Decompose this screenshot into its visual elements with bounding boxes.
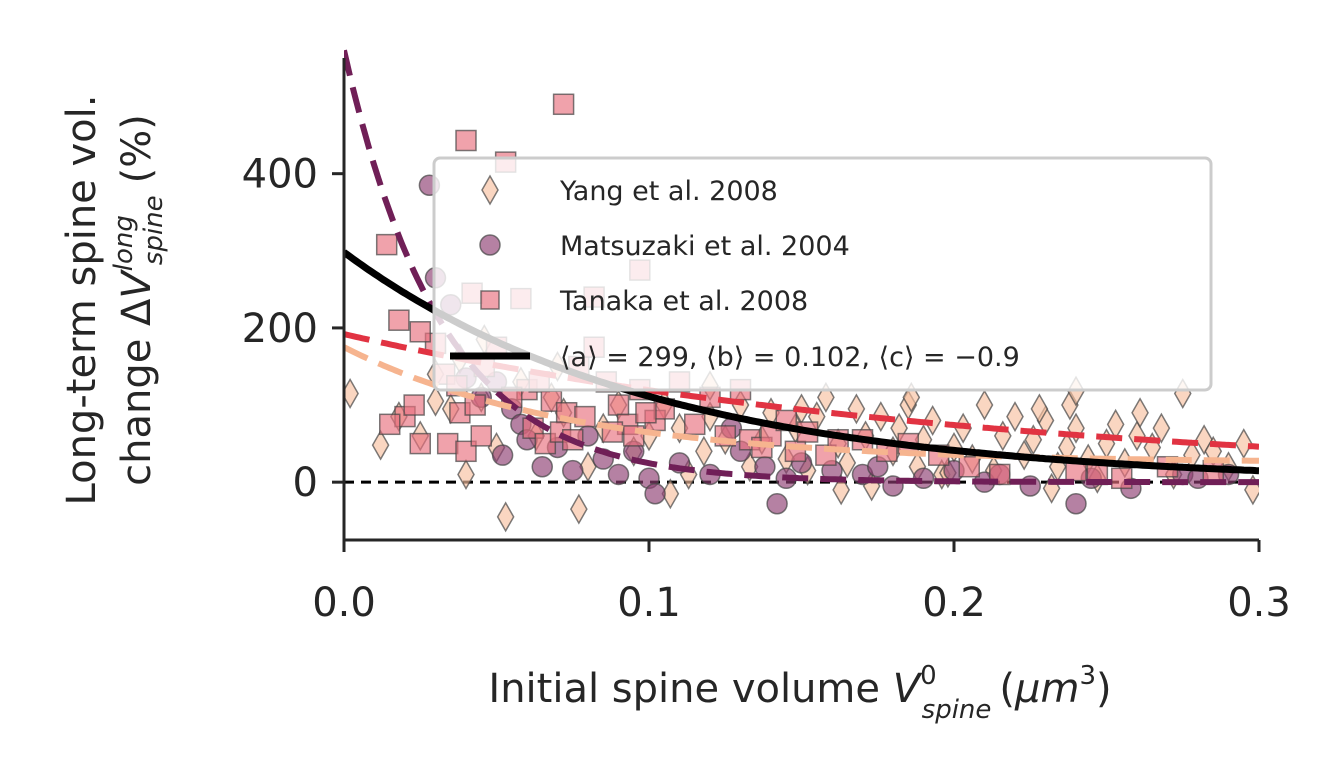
matsuzaki-point (766, 493, 788, 515)
legend: Yang et al. 2008 Matsuzaki et al. 2004 T… (432, 156, 1213, 392)
yang-point (1152, 412, 1171, 444)
legend-entry-yang: Yang et al. 2008 (559, 176, 778, 207)
x-axis-label: Initial spine volume V0 spine (μm3) (488, 661, 1111, 725)
dataset-fit-curve-2 (344, 344, 1259, 464)
tanaka-point (958, 455, 980, 478)
legend-box (432, 156, 1213, 392)
legend-circle-icon (479, 234, 501, 256)
tanaka-point (388, 309, 410, 331)
matsuzaki-point (491, 444, 514, 466)
yang-point (1030, 393, 1049, 425)
tanaka-point (1111, 467, 1133, 490)
yang-point (1006, 401, 1024, 433)
x-ticks: 0.0 0.1 0.2 0.3 (312, 540, 1291, 626)
yang-point (457, 458, 475, 490)
yang-point (1106, 408, 1125, 440)
legend-entry-tanaka: Tanaka et al. 2008 (559, 286, 808, 317)
dataset-fit-curve-0 (344, 49, 1259, 486)
tanaka-point (455, 129, 477, 152)
tanaka-point (436, 432, 459, 455)
yang-point (661, 478, 680, 510)
tanaka-point (552, 93, 575, 116)
x-tick-label: 0.1 (617, 580, 681, 626)
svg-text:Long-term spine vol.: Long-term spine vol. (59, 95, 105, 506)
x-tick-label: 0.2 (922, 580, 986, 626)
matsuzaki-point (562, 459, 584, 482)
yang-point (838, 447, 857, 479)
legend-square-icon (480, 290, 500, 310)
tanaka-point (379, 413, 401, 436)
yang-point (832, 474, 851, 506)
y-ticks: 0 200 400 (242, 152, 344, 506)
y-axis-label: Long-term spine vol. change ΔVlongspine(… (59, 95, 169, 506)
yang-point (569, 493, 588, 525)
yang-point (1131, 397, 1149, 429)
yang-point (1128, 420, 1146, 452)
tanaka-point (409, 432, 431, 455)
yang-point (975, 389, 994, 421)
yang-point (847, 393, 866, 425)
tanaka-point (403, 394, 425, 416)
tanaka-point (375, 233, 398, 256)
x-tick-label: 0.3 (1227, 580, 1291, 626)
tanaka-point (635, 402, 657, 424)
x-tick-label: 0.0 (312, 580, 376, 626)
matsuzaki-point (644, 482, 666, 505)
svg-text:change ΔVlongspine(%): change ΔVlongspine(%) (109, 114, 169, 486)
legend-entry-matsuzaki: Matsuzaki et al. 2004 (560, 231, 850, 262)
y-tick-label: 400 (242, 152, 318, 198)
matsuzaki-point (1065, 493, 1087, 515)
yang-point (695, 435, 713, 467)
matsuzaki-point (531, 455, 553, 478)
yang-point (496, 501, 515, 533)
y-tick-label: 200 (242, 306, 318, 352)
matsuzaki-point (607, 463, 630, 486)
tanaka-point (607, 394, 630, 416)
yang-point (426, 385, 445, 417)
tanaka-point (409, 321, 431, 343)
legend-entry-fit: ⟨a⟩ = 299, ⟨b⟩ = 0.102, ⟨c⟩ = −0.9 (560, 342, 1020, 373)
y-tick-label: 0 (293, 460, 318, 506)
tanaka-point (470, 425, 492, 447)
yang-point (371, 429, 390, 461)
legend-diamond-icon (481, 174, 499, 206)
tanaka-point (684, 413, 706, 436)
